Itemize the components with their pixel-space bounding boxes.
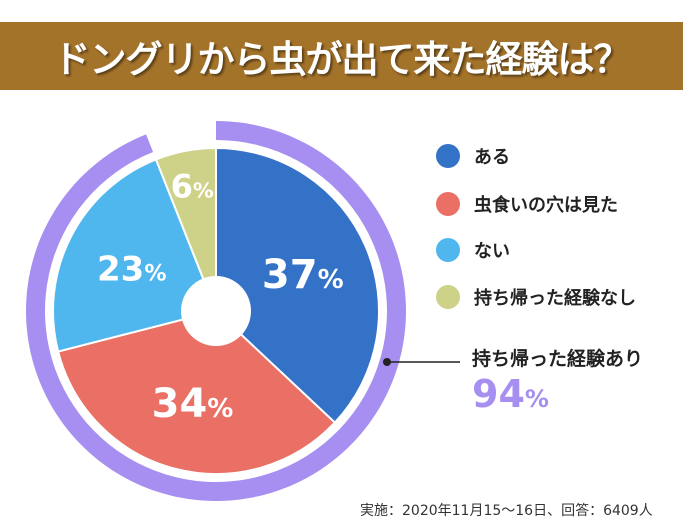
slice-label: 6% <box>171 168 214 206</box>
legend-swatch <box>436 238 460 262</box>
footer-note: 実施：2020年11月15〜16日、回答：6409人 <box>360 503 653 519</box>
pie-slice <box>154 146 217 312</box>
ring-annotation-label: 持ち帰った経験あり <box>472 348 644 370</box>
annotation-dot <box>383 358 391 366</box>
legend-label: 持ち帰った経験なし <box>474 288 636 309</box>
legend-item-nai: ない <box>436 237 510 263</box>
slice-label: 23% <box>97 249 166 289</box>
legend-item-holes: 虫食いの穴は見た <box>436 191 618 217</box>
legend-item-not-taken: 持ち帰った経験なし <box>436 284 636 310</box>
ring-value: 94 <box>472 372 525 416</box>
ring-unit: % <box>524 385 549 413</box>
legend-item-aru: ある <box>436 143 510 169</box>
ring-annotation-value: 94% <box>472 372 549 416</box>
slice-label: 34% <box>152 381 234 427</box>
pie-slice <box>52 158 218 353</box>
legend-swatch <box>436 192 460 216</box>
donut-hole <box>181 276 251 346</box>
legend-label: ない <box>474 241 510 262</box>
pie-slice <box>56 309 337 475</box>
legend-swatch <box>436 144 460 168</box>
title-bar: ドングリから虫が出て来た経験は？ <box>0 22 683 90</box>
legend-label: ある <box>474 147 510 168</box>
slice-label: 37% <box>262 252 344 298</box>
legend-label: 虫食いの穴は見た <box>474 195 618 216</box>
pie-slice <box>215 146 380 424</box>
legend-swatch <box>436 285 460 309</box>
chart-title: ドングリから虫が出て来た経験は？ <box>53 38 631 81</box>
